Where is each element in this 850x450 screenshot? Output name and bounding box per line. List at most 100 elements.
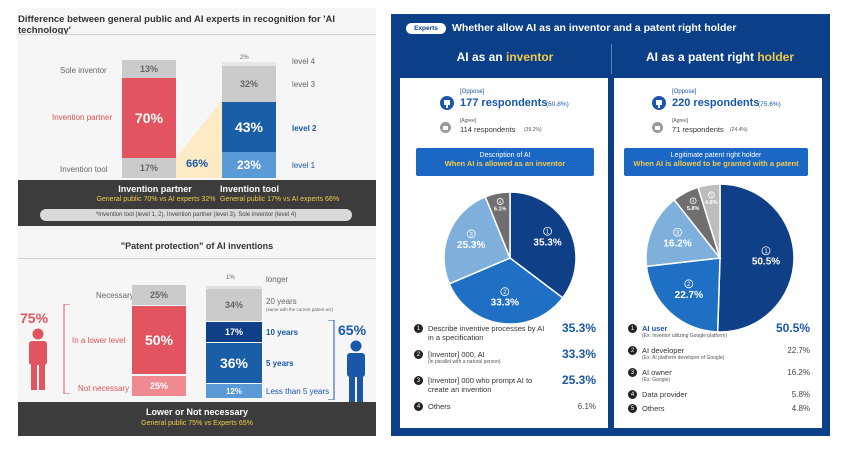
col2-bar: Legitimate patent right holder When AI i… [624,148,808,176]
legend-text-block: [Inventor] 000 who prompt AI to create a… [428,376,548,394]
legend-percent: 25.3% [561,373,596,387]
thumbs-down-icon [440,96,454,110]
legend-number-badge: 3 [414,376,423,385]
thumbs-up-icon [440,122,451,133]
legend-text-block: [Inventor] 000, AI (in parallel with a na… [428,350,501,365]
slice-number: 2 [687,282,691,288]
slice-label: 16.2% [663,238,691,249]
pie-slice [448,257,564,325]
legend-percent: 33.3% [561,347,596,361]
recognition-title: Difference between general public and AI… [18,14,336,36]
slice-number-marker [466,229,476,239]
public-figure-pct: 75% [20,310,49,326]
summary-band-2 [18,402,376,436]
expert-l2-bar: 43% [222,102,276,152]
legend-item: 3 AI owner (Ex: Google) [628,368,762,383]
legend-item: 4 Data provider [628,390,762,399]
col1-oppose-main: 177 respondents [460,97,548,109]
legend-number-badge: 4 [628,390,637,399]
slice-number-marker [673,227,682,237]
legend-text-block: AI owner (Ex: Google) [642,368,672,383]
pie-slice [484,191,511,259]
level-1-label: level 1 [292,161,316,170]
col2-oppose-main: 220 respondents [672,97,760,109]
col1-bar-line2: When AI is allowed as an inventor [444,159,566,168]
legend-percent: 22.7% [787,346,810,355]
legend-percent: 50.5% [775,321,810,335]
expert-l4-bar [222,62,276,66]
legend-text: Others [428,402,451,411]
legend-item: 1 Describe inventive processes by AI in a… [414,324,548,342]
legend-text-block: AI user (Ex: Inventor utilizing Google pl… [642,324,727,339]
legend-item: 4 Others [414,402,548,411]
label-lower-level: In a lower level [72,336,126,345]
slice-number: 3 [676,231,680,237]
legend-percent: 6.1% [577,402,596,411]
col1-agree-label: [Agree] [460,118,477,124]
legend-subtext: (in parallel with a natural person) [428,359,501,365]
legend-item: 3 [Inventor] 000 who prompt AI to create … [414,376,548,394]
slice-number-marker [707,191,715,199]
band1-partner-sub: General public 70% vs AI experts 32% [96,196,216,203]
label-invention-tool: Invention tool [60,165,108,174]
band1-tool-sub: General public 17% vs AI experts 66% [220,196,340,203]
divider-2 [18,258,376,259]
legend-text-block: Others [428,402,451,411]
public-lower-bar: 50% [132,306,186,374]
label-20-years: 20 years [266,297,297,306]
label-5-years: 5 years [266,359,294,368]
expert-longer-label: longer [266,275,289,284]
band1-partner-title: Invention partner [118,184,192,194]
divider [18,34,376,35]
patent-protection-title: "Patent protection" of AI inventions [120,241,274,251]
legend-text: Data provider [642,390,688,399]
legend-percent: 16.2% [787,368,810,377]
legend-item: 2 [Inventor] 000, AI (in parallel with a n… [414,350,548,365]
slice-label: 25.3% [457,240,485,251]
connector-wedge [176,100,222,178]
legend-number-badge: 4 [414,402,423,411]
legend-item: 1 AI user (Ex: Inventor utilizing Google p… [628,324,762,339]
thumbs-up-icon [652,122,663,133]
slice-number: 4 [499,199,502,204]
label-sole-inventor: Sole inventor [60,66,107,75]
expert-person-icon [347,340,365,402]
slice-label: 6.1% [494,206,507,212]
legend-text: AI user [642,324,668,333]
slice-number-marker [500,287,510,297]
col2-agree-pct: (24.4%) [730,127,748,133]
slice-label: 5.8% [687,206,700,212]
col2-oppose-label: [Oppose] [672,89,697,95]
legend-subtext: (Ex: AI platform developer of Google) [642,355,725,361]
level-3-label: level 3 [292,80,316,89]
expert-longer-value: 1% [226,275,235,281]
slice-label: 4.8% [705,200,718,206]
pie-chart-holder: 1 50.5% 2 22.7% 316.2% 4 5.8% 5 4.8% [645,183,795,333]
legend-text: AI owner [642,368,672,377]
expert-5y-bar: 36% [206,343,262,383]
slice-number: 1 [764,249,768,255]
expert-longer-bar [206,286,262,289]
col2-title: AI as a patent right holder [645,50,795,64]
legend-text-block: Others [642,404,665,413]
slice-label: 22.7% [675,290,703,301]
slice-number-marker [689,197,697,205]
legend-number-badge: 5 [628,404,637,413]
legend-text-block: Data provider [642,390,687,399]
label-necessary: Necessary [96,291,134,300]
thumbs-down-icon [652,96,666,110]
expert-10y-bar: 17% [206,322,262,342]
legend-text: AI developer [642,346,685,355]
title-divider [611,44,612,74]
legend-item: 2 AI developer (Ex: AI platform developer … [628,346,762,361]
expert-l3-bar: 32% [222,66,276,102]
col2-bar-line2: When AI is allowed to be granted with a … [633,159,799,168]
label-10-years: 10 years [266,328,299,337]
experts-tag: Experts [406,23,446,34]
band2-sub: General public 75% vs Experts 65% [141,420,253,427]
col2-oppose-pct: (75.6%) [758,101,781,108]
col1-bar-line1: Description of AI [479,152,531,159]
legend-subtext: (Ex: Inventor utilizing Google platform) [642,333,728,339]
right-title: Whether allow AI as an inventor and a pa… [452,22,737,34]
slice-number: 5 [710,193,713,198]
